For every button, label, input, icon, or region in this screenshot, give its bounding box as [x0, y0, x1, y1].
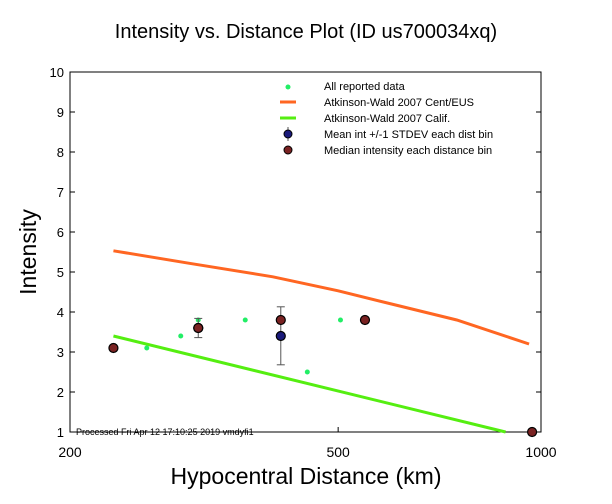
processed-footer: Processed Fri Apr 12 17:10:25 2019 vmdyf…	[76, 427, 254, 437]
reported-data-point	[304, 369, 310, 375]
legend-label: All reported data	[324, 81, 406, 93]
median-intensity-point	[193, 322, 204, 334]
x-axis-label: Hypocentral Distance (km)	[171, 463, 442, 489]
y-tick-label: 8	[57, 145, 64, 160]
y-tick-label: 6	[57, 225, 64, 240]
y-tick-label: 5	[57, 265, 64, 280]
mean-intensity-point	[275, 330, 286, 342]
chart-title: Intensity vs. Distance Plot (ID us700034…	[115, 21, 497, 43]
legend-mean-icon	[283, 129, 293, 139]
legend: All reported data Atkinson-Wald 2007 Cent…	[280, 81, 493, 157]
median-intensity-point	[359, 314, 371, 326]
x-tick-label: 200	[58, 444, 82, 460]
median-intensity-point	[526, 426, 538, 438]
median-intensity-point	[275, 314, 286, 326]
x-tick-label: 500	[326, 444, 350, 460]
y-tick-label: 2	[57, 385, 64, 400]
y-tick-label: 3	[57, 345, 64, 360]
plot-frame	[69, 71, 542, 433]
reported-data-point	[178, 333, 184, 339]
reported-data-point	[337, 317, 343, 323]
legend-label: Median intensity each distance bin	[324, 145, 492, 157]
y-tick-label: 1	[57, 425, 64, 440]
median-intensity-point	[108, 342, 119, 354]
cent-eus-line	[113, 249, 530, 346]
y-tick-label: 10	[50, 65, 64, 80]
y-axis-label: Intensity	[15, 209, 41, 295]
y-tick-label: 7	[57, 185, 64, 200]
calif-line	[113, 334, 506, 434]
reported-data-point	[144, 345, 150, 351]
legend-label: Mean int +/-1 STDEV each dist bin	[324, 129, 493, 141]
x-tick-label: 1000	[525, 444, 556, 460]
legend-label: Atkinson-Wald 2007 Calif.	[324, 113, 450, 125]
reported-data-point	[242, 317, 248, 323]
legend-reported-icon	[285, 84, 291, 90]
legend-label: Atkinson-Wald 2007 Cent/EUS	[324, 97, 474, 109]
y-tick-label: 4	[57, 305, 64, 320]
legend-median-icon	[283, 145, 293, 155]
y-tick-label: 9	[57, 105, 64, 120]
